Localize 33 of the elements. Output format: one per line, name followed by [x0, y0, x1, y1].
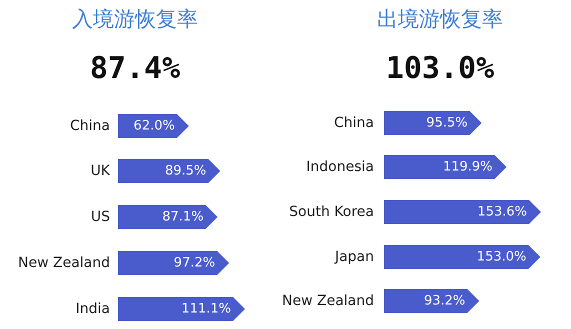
- data-label: 111.1%: [181, 302, 231, 316]
- y-tick-label: New Zealand: [18, 255, 110, 271]
- chart-title: 出境游恢复率: [377, 7, 503, 31]
- bar: [384, 289, 480, 313]
- y-tick-label: China: [70, 118, 110, 134]
- bar: [384, 155, 507, 179]
- data-label: 97.2%: [174, 256, 216, 270]
- chart-subtitle: 87.4%: [90, 51, 180, 86]
- data-label: 153.6%: [477, 204, 527, 220]
- chart-subtitle: 103.0%: [386, 51, 494, 86]
- data-label: 89.5%: [164, 164, 206, 178]
- bar: [118, 297, 245, 321]
- data-label: 119.9%: [442, 160, 493, 174]
- bar: [384, 111, 482, 135]
- bar: [118, 159, 220, 183]
- bar: [384, 200, 541, 224]
- data-label: 62.0%: [134, 118, 175, 134]
- y-tick-label: China: [334, 115, 374, 131]
- y-tick-label: UK: [90, 163, 111, 179]
- chart-title: 入境游恢复率: [72, 7, 198, 31]
- y-tick-label: Japan: [334, 249, 374, 265]
- data-label: 87.1%: [162, 210, 204, 224]
- y-tick-label: US: [90, 209, 110, 225]
- data-label: 95.5%: [426, 116, 468, 130]
- y-tick-label: New Zealand: [282, 293, 374, 309]
- y-tick-label: Indonesia: [306, 159, 374, 175]
- y-tick-label: India: [76, 301, 110, 317]
- bar: [118, 251, 230, 275]
- y-tick-label: South Korea: [289, 204, 374, 220]
- data-label: 153.0%: [476, 250, 526, 264]
- bar: [118, 205, 218, 229]
- bar: [384, 245, 540, 269]
- data-label: 93.2%: [424, 294, 466, 308]
